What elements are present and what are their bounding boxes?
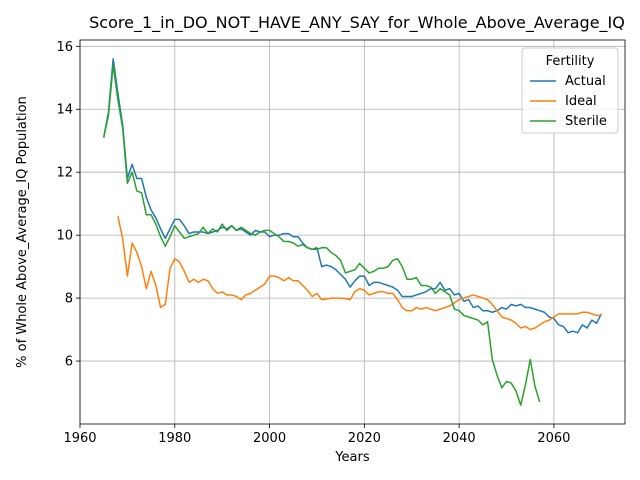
chart-title: Score_1_in_DO_NOT_HAVE_ANY_SAY_for_Whole…	[89, 13, 625, 33]
x-axis-label: Years	[334, 450, 370, 465]
x-tick-label: 2020	[348, 431, 381, 446]
y-tick-label: 12	[56, 166, 73, 181]
series-line-actual	[102, 58, 602, 334]
y-tick-label: 6	[65, 355, 73, 370]
plot-area-frame	[79, 39, 626, 425]
x-tick-label: 2040	[443, 431, 476, 446]
legend-items: Actual Ideal Sterile	[530, 74, 607, 129]
series-line-sterile	[102, 64, 541, 406]
legend: Fertility Actual Ideal Sterile	[521, 47, 619, 134]
y-tick-label: 16	[56, 40, 73, 55]
y-tick-label: 14	[56, 103, 73, 118]
legend-box	[521, 47, 619, 134]
series-lines	[102, 58, 602, 406]
series-line-ideal	[117, 216, 602, 331]
legend-title: Fertility	[546, 54, 595, 69]
y-axis-ticks: 6 8 10 12 14 16	[56, 40, 80, 370]
x-tick-label: 2000	[253, 431, 286, 446]
x-tick-label: 1960	[63, 431, 96, 446]
legend-label-actual: Actual	[565, 74, 606, 89]
legend-label-ideal: Ideal	[565, 94, 597, 109]
y-tick-label: 8	[65, 292, 73, 307]
x-axis-ticks: 1960 1980 2000 2020 2040 2060	[63, 424, 570, 446]
legend-label-sterile: Sterile	[565, 114, 607, 129]
x-tick-label: 2060	[537, 431, 570, 446]
x-tick-label: 1980	[158, 431, 191, 446]
y-axis-label: % of Whole Above_Average_IQ Population	[15, 96, 30, 368]
y-tick-label: 10	[56, 229, 73, 244]
